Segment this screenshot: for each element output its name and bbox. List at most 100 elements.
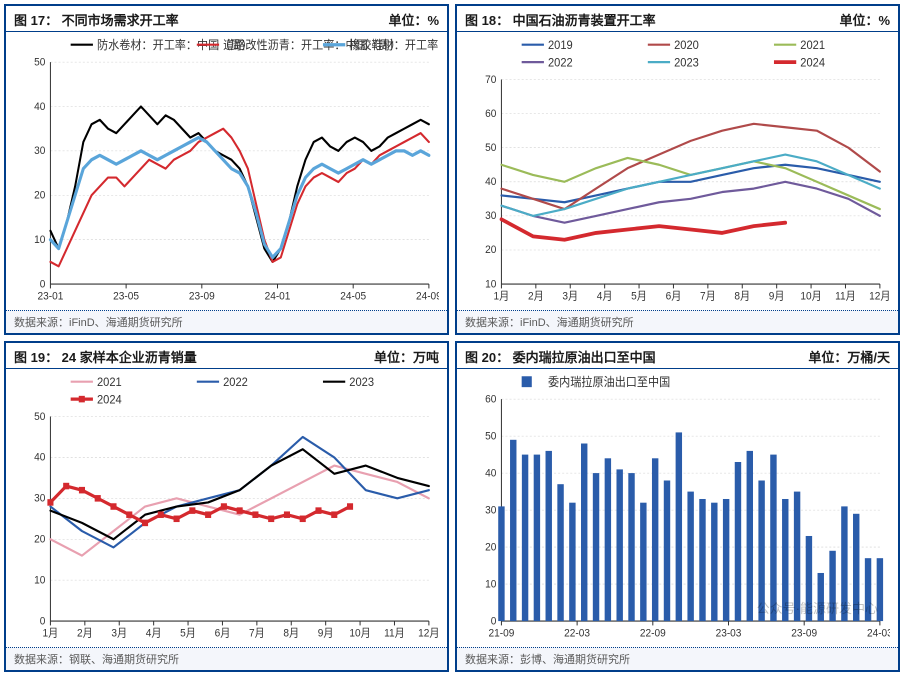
title-right-18: 单位：%	[839, 10, 890, 29]
panel-chart19: 图 19： 24 家样本企业沥青销量 单位：万吨 0 10 20 30 40 50 1月 2月…	[4, 341, 449, 672]
svg-text:40: 40	[34, 451, 45, 463]
svg-text:23-09: 23-09	[189, 290, 215, 302]
header-19: 图 19： 24 家样本企业沥青销量 单位：万吨	[6, 343, 447, 369]
svg-text:30: 30	[34, 492, 45, 504]
svg-text:9月: 9月	[318, 627, 334, 639]
svg-text:10月: 10月	[349, 627, 370, 639]
panel-chart18: 图 18： 中国石油沥青装置开工率 单位：% 102030405060701月2…	[455, 4, 900, 335]
svg-text:23-09: 23-09	[791, 627, 817, 639]
title-left-18: 图 18： 中国石油沥青装置开工率	[465, 10, 656, 29]
svg-text:12月: 12月	[418, 627, 439, 639]
svg-text:2021: 2021	[97, 377, 122, 389]
svg-text:50: 50	[485, 430, 496, 442]
header-20: 图 20： 委内瑞拉原油出口至中国 单位：万桶/天	[457, 343, 898, 369]
svg-text:21-09: 21-09	[488, 627, 514, 639]
footer-18: 数据来源：iFinD、海通期货研究所	[457, 310, 898, 333]
svg-text:3月: 3月	[562, 290, 578, 302]
svg-text:24-09: 24-09	[416, 290, 439, 302]
chart-svg-18: 102030405060701月2月3月4月5月6月7月8月9月10月11月12…	[465, 36, 890, 308]
svg-text:50: 50	[485, 142, 496, 154]
svg-text:委内瑞拉原油出口至中国: 委内瑞拉原油出口至中国	[548, 375, 670, 389]
svg-text:50: 50	[34, 410, 45, 422]
svg-text:11月: 11月	[835, 290, 856, 302]
svg-text:2023: 2023	[674, 57, 699, 69]
footer-20: 数据来源：彭博、海通期货研究所	[457, 647, 898, 670]
svg-text:40: 40	[485, 176, 496, 188]
svg-text:22-09: 22-09	[640, 627, 666, 639]
svg-text:30: 30	[485, 210, 496, 222]
title-left-19: 图 19： 24 家样本企业沥青销量	[14, 347, 197, 366]
footer-17: 数据来源：iFinD、海通期货研究所	[6, 310, 447, 333]
svg-text:0: 0	[40, 615, 46, 627]
svg-text:2022: 2022	[223, 377, 248, 389]
svg-text:11月: 11月	[384, 627, 405, 639]
svg-text:20: 20	[34, 189, 45, 201]
title-right-17: 单位：%	[388, 10, 439, 29]
svg-text:10: 10	[485, 278, 496, 290]
svg-text:2月: 2月	[528, 290, 544, 302]
header-18: 图 18： 中国石油沥青装置开工率 单位：%	[457, 6, 898, 32]
chart-grid: 图 17： 不同市场需求开工率 单位：% 0 10 20 30 40 50 23-01 23-…	[0, 0, 904, 676]
svg-text:2024: 2024	[800, 57, 825, 69]
svg-text:9月: 9月	[769, 290, 785, 302]
svg-text:70: 70	[485, 73, 496, 85]
svg-text:4月: 4月	[146, 627, 162, 639]
chart-area-17: 0 10 20 30 40 50 23-01 23-05 23-09 24-01 24-05 24-0…	[6, 32, 447, 310]
svg-text:0: 0	[491, 615, 497, 627]
svg-text:6月: 6月	[215, 627, 231, 639]
svg-text:5月: 5月	[631, 290, 647, 302]
svg-text:2023: 2023	[349, 377, 374, 389]
title-right-19: 单位：万吨	[374, 347, 439, 366]
svg-text:10: 10	[34, 234, 45, 246]
svg-text:7月: 7月	[249, 627, 265, 639]
svg-text:20: 20	[485, 541, 496, 553]
svg-text:12月: 12月	[869, 290, 890, 302]
svg-text:2019: 2019	[548, 40, 573, 52]
svg-text:4月: 4月	[597, 290, 613, 302]
chart-svg-19: 0 10 20 30 40 50 1月 2月 3月 4月 5月 6月 7月 8月 9月 10月 11月 12月 20…	[14, 373, 439, 645]
svg-text:40: 40	[485, 467, 496, 479]
svg-text:20: 20	[34, 533, 45, 545]
svg-text:0: 0	[40, 278, 46, 290]
svg-text:40: 40	[34, 100, 45, 112]
chart-svg-20: 0 10 20 30 40 50 60 21-09 22-03 22-09 23-03 23-09 24…	[465, 373, 890, 645]
footer-19: 数据来源：钢联、海通期货研究所	[6, 647, 447, 670]
svg-text:2024: 2024	[97, 394, 122, 406]
svg-text:3月: 3月	[111, 627, 127, 639]
svg-text:30: 30	[485, 504, 496, 516]
svg-text:60: 60	[485, 393, 496, 405]
svg-text:1月: 1月	[43, 627, 59, 639]
svg-text:8月: 8月	[734, 290, 750, 302]
chart-area-19: 0 10 20 30 40 50 1月 2月 3月 4月 5月 6月 7月 8月 9月 10月 11月 12月 20…	[6, 369, 447, 647]
svg-text:7月: 7月	[700, 290, 716, 302]
svg-text:橡胶鞋材：开工率：中国（周）: 橡胶鞋材：开工率：中国（周）	[349, 38, 439, 52]
svg-text:2月: 2月	[77, 627, 93, 639]
svg-text:30: 30	[34, 145, 45, 157]
panel-chart20: 图 20： 委内瑞拉原油出口至中国 单位：万桶/天 0 10 20 30 40 50 60 2…	[455, 341, 900, 672]
chart-area-18: 102030405060701月2月3月4月5月6月7月8月9月10月11月12…	[457, 32, 898, 310]
svg-text:24-03: 24-03	[867, 627, 890, 639]
svg-text:10: 10	[34, 574, 45, 586]
header-17: 图 17： 不同市场需求开工率 单位：%	[6, 6, 447, 32]
svg-text:2020: 2020	[674, 40, 699, 52]
svg-text:5月: 5月	[180, 627, 196, 639]
svg-text:23-05: 23-05	[113, 290, 139, 302]
chart-area-20: 0 10 20 30 40 50 60 21-09 22-03 22-09 23-03 23-09 24…	[457, 369, 898, 647]
svg-text:24-01: 24-01	[265, 290, 291, 302]
svg-text:1月: 1月	[494, 290, 510, 302]
svg-text:10: 10	[485, 578, 496, 590]
svg-text:24-05: 24-05	[340, 290, 366, 302]
svg-text:10月: 10月	[800, 290, 821, 302]
title-left-17: 图 17： 不同市场需求开工率	[14, 10, 179, 29]
svg-text:2022: 2022	[548, 57, 573, 69]
title-left-20: 图 20： 委内瑞拉原油出口至中国	[465, 347, 656, 366]
svg-text:8月: 8月	[283, 627, 299, 639]
svg-text:60: 60	[485, 108, 496, 120]
title-right-20: 单位：万桶/天	[808, 347, 890, 366]
chart-svg-17: 0 10 20 30 40 50 23-01 23-05 23-09 24-01 24-05 24-0…	[14, 36, 439, 308]
svg-text:50: 50	[34, 56, 45, 68]
svg-text:23-03: 23-03	[716, 627, 742, 639]
svg-text:22-03: 22-03	[564, 627, 590, 639]
svg-text:23-01: 23-01	[37, 290, 63, 302]
svg-text:6月: 6月	[666, 290, 682, 302]
